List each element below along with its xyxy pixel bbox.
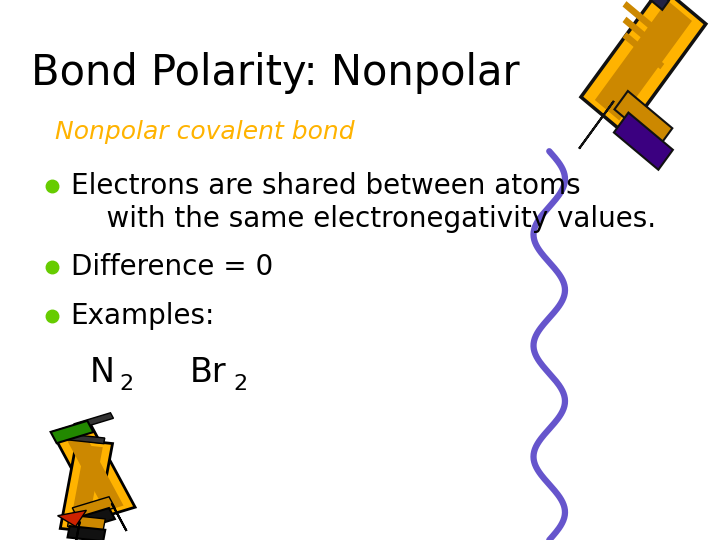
Polygon shape	[614, 112, 673, 170]
Polygon shape	[68, 434, 104, 444]
Polygon shape	[75, 522, 80, 540]
Polygon shape	[614, 91, 672, 146]
Polygon shape	[618, 0, 669, 10]
Text: Difference = 0: Difference = 0	[71, 253, 273, 281]
Polygon shape	[595, 1, 692, 120]
Polygon shape	[623, 17, 665, 53]
Polygon shape	[68, 526, 105, 540]
Polygon shape	[68, 515, 105, 530]
Polygon shape	[60, 440, 112, 532]
Polygon shape	[73, 413, 114, 429]
Text: with the same electronegativity values.: with the same electronegativity values.	[71, 205, 656, 233]
Text: Examples:: Examples:	[71, 302, 215, 330]
Polygon shape	[70, 446, 103, 526]
Text: Electrons are shared between atoms: Electrons are shared between atoms	[71, 172, 580, 200]
Text: Bond Polarity: Nonpolar: Bond Polarity: Nonpolar	[31, 52, 520, 94]
Polygon shape	[50, 421, 94, 443]
Polygon shape	[623, 32, 665, 69]
Polygon shape	[52, 421, 135, 518]
Polygon shape	[579, 101, 614, 148]
Text: Br: Br	[190, 356, 227, 389]
Text: N: N	[89, 356, 114, 389]
Polygon shape	[72, 497, 115, 519]
Polygon shape	[63, 428, 124, 511]
Polygon shape	[623, 1, 665, 38]
Text: 2: 2	[120, 374, 134, 395]
Polygon shape	[72, 508, 115, 530]
Polygon shape	[581, 0, 706, 134]
Polygon shape	[58, 510, 86, 526]
Text: Nonpolar covalent bond: Nonpolar covalent bond	[55, 120, 354, 144]
Text: 2: 2	[233, 374, 247, 395]
Polygon shape	[112, 503, 127, 531]
